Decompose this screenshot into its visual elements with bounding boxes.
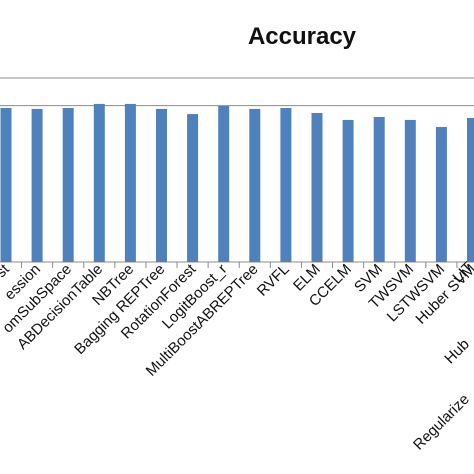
bar (62, 107, 74, 262)
bar (156, 108, 167, 262)
chart-title: Accuracy (248, 23, 357, 50)
bar (93, 103, 105, 262)
bar (31, 108, 43, 262)
bar (467, 117, 474, 262)
bar (218, 105, 230, 262)
bar (280, 107, 292, 262)
bar (187, 114, 199, 263)
bar (373, 117, 385, 263)
x-tick-label: RVFL (254, 261, 293, 300)
x-tick-label: Hub (441, 336, 472, 367)
bar (124, 103, 136, 262)
x-tick-label: st (0, 260, 13, 281)
bar (435, 126, 447, 262)
bar (311, 112, 323, 263)
x-tick-label: Regularize (410, 391, 473, 454)
bar (404, 119, 416, 263)
bar (0, 107, 12, 262)
bar (342, 119, 354, 263)
bar (249, 108, 261, 262)
